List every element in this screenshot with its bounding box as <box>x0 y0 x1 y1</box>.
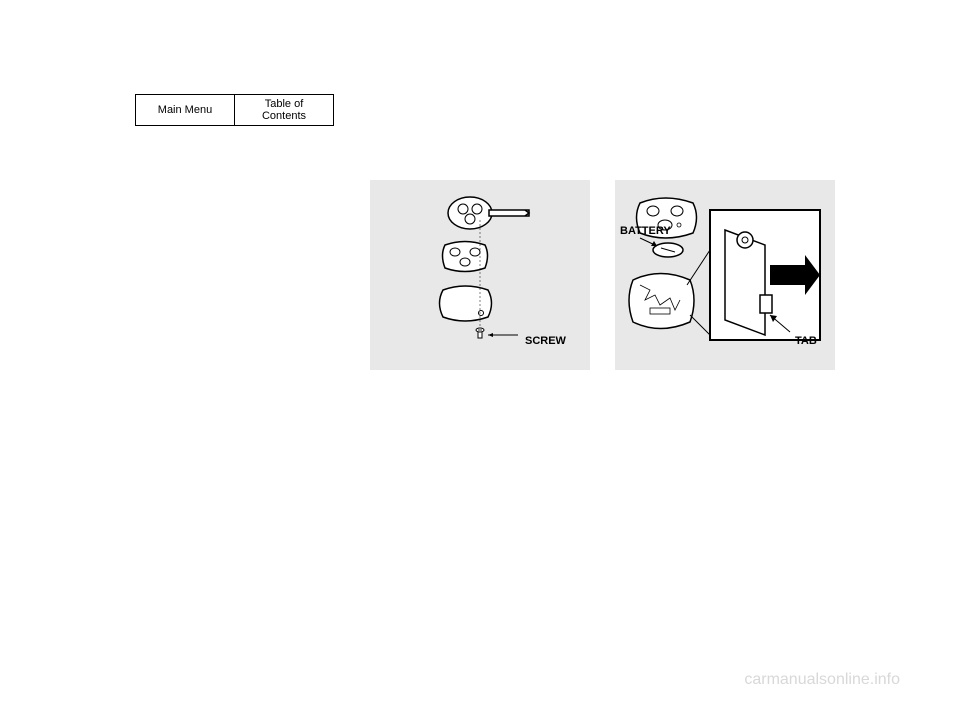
screw-label: SCREW <box>525 335 566 347</box>
toc-button[interactable]: Table of Contents <box>234 94 334 126</box>
main-menu-button[interactable]: Main Menu <box>135 94 235 126</box>
watermark-text: carmanualsonline.info <box>744 671 900 689</box>
battery-label: BATTERY <box>620 225 671 237</box>
tab-label: TAB <box>795 335 817 347</box>
nav-button-group: Main Menu Table of Contents <box>135 94 334 126</box>
